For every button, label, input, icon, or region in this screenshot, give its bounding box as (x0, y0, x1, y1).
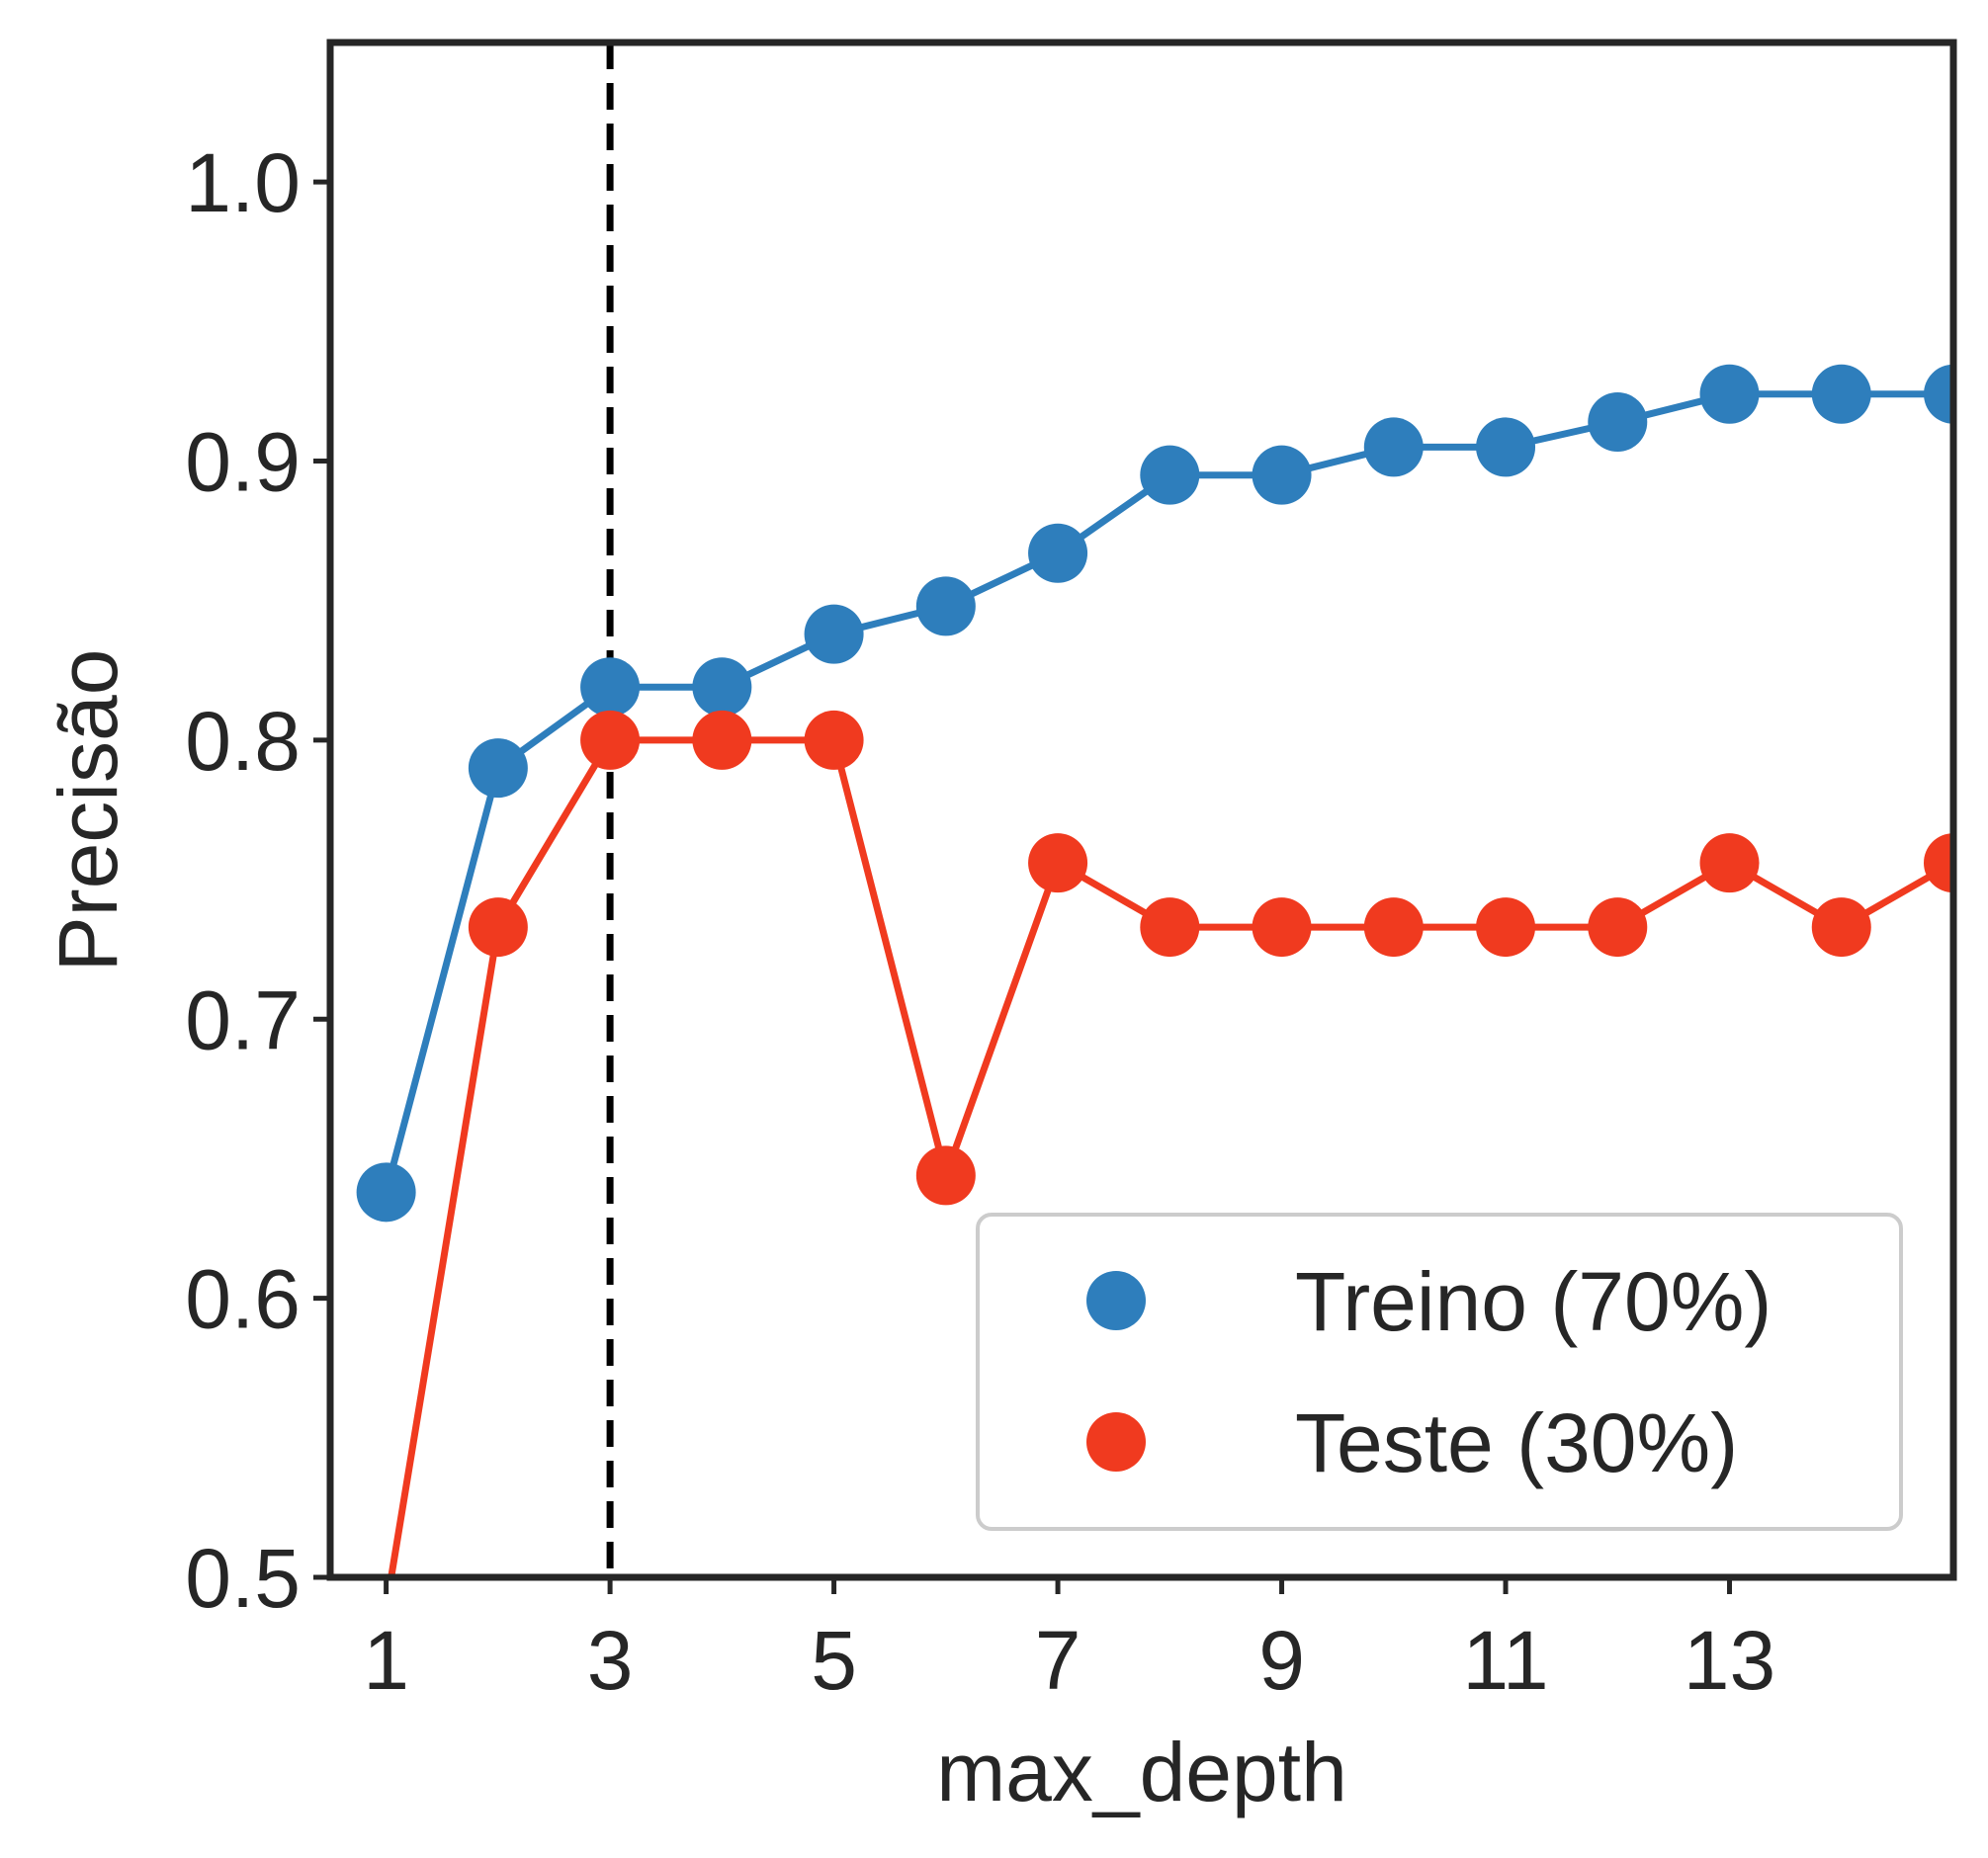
data-point (580, 657, 641, 718)
data-point (468, 897, 528, 958)
data-point (1811, 364, 1871, 424)
data-point (1588, 392, 1648, 453)
plot-area (356, 42, 1953, 1577)
x-tick-label: 1 (363, 1614, 409, 1707)
x-tick-label: 13 (1684, 1614, 1775, 1707)
data-point (692, 710, 752, 770)
data-point (1028, 833, 1088, 893)
x-tick-label: 11 (1462, 1614, 1548, 1707)
data-point (1588, 897, 1648, 958)
data-point (1363, 897, 1424, 958)
y-axis-label: Precisão (42, 649, 134, 972)
series-group (356, 364, 1953, 1577)
data-point (1140, 897, 1200, 958)
data-point (1924, 833, 1953, 893)
data-point (804, 604, 864, 664)
y-tick-label: 0.7 (185, 973, 301, 1066)
x-tick-label: 9 (1258, 1614, 1305, 1707)
y-tick-label: 0.9 (185, 416, 301, 509)
x-axis-label: max_depth (936, 1726, 1347, 1818)
data-point (1476, 897, 1536, 958)
data-point (1252, 445, 1312, 505)
data-point (915, 576, 976, 636)
y-axis: 0.5 0.6 0.7 0.8 0.9 1.0 (185, 136, 330, 1625)
data-point (1028, 523, 1088, 583)
y-tick-label: 0.8 (185, 695, 301, 788)
data-point (1140, 445, 1200, 505)
data-point (356, 1162, 416, 1223)
x-axis: 1 3 5 7 9 11 13 (363, 1577, 1775, 1707)
data-point (1699, 833, 1760, 893)
legend-marker-teste (1086, 1412, 1146, 1472)
data-point (804, 710, 864, 770)
data-point (1252, 897, 1312, 958)
legend: Treino (70%) Teste (30%) (976, 1213, 1903, 1531)
data-point (1476, 417, 1536, 477)
data-point (692, 657, 752, 718)
legend-label-teste: Teste (30%) (1295, 1396, 1738, 1489)
data-point (915, 1145, 976, 1206)
y-tick-label: 1.0 (185, 136, 301, 229)
x-tick-label: 5 (811, 1614, 857, 1707)
data-point (1811, 897, 1871, 958)
plot-frame (326, 39, 1957, 1581)
data-point (580, 710, 641, 770)
legend-frame (976, 1213, 1903, 1531)
data-point (1699, 364, 1760, 424)
data-point (468, 738, 528, 799)
data-point (1924, 364, 1953, 424)
legend-marker-treino (1086, 1271, 1146, 1330)
legend-label-treino: Treino (70%) (1295, 1255, 1772, 1348)
y-tick-label: 0.5 (185, 1532, 301, 1625)
x-tick-label: 7 (1035, 1614, 1081, 1707)
y-tick-label: 0.6 (185, 1253, 301, 1346)
x-tick-label: 3 (587, 1614, 634, 1707)
data-point (1363, 417, 1424, 477)
